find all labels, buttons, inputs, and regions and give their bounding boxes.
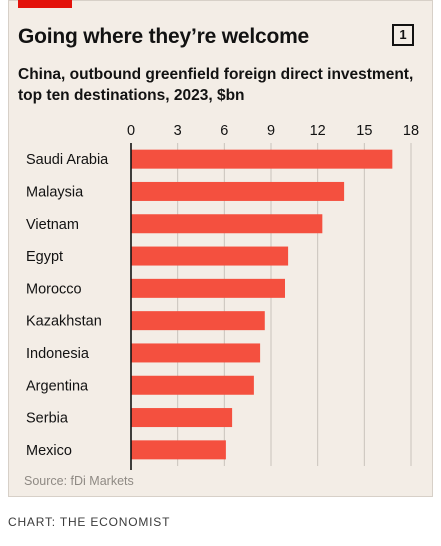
category-label: Malaysia xyxy=(26,184,84,200)
chart-credit: CHART: THE ECONOMIST xyxy=(8,515,171,529)
x-tick-label: 15 xyxy=(356,123,372,139)
category-label: Kazakhstan xyxy=(26,314,102,330)
bar xyxy=(131,181,345,201)
chart-title: Going where they’re welcome xyxy=(18,25,310,48)
bar xyxy=(131,149,393,169)
category-label: Egypt xyxy=(26,249,63,265)
bar xyxy=(131,246,289,266)
accent-bar xyxy=(18,0,72,8)
category-label: Mexico xyxy=(26,443,72,459)
x-tick-label: 6 xyxy=(220,123,228,139)
category-label: Morocco xyxy=(26,281,82,297)
chart-subtitle: China, outbound greenfield foreign direc… xyxy=(18,66,414,104)
source-note: Source: fDi Markets xyxy=(24,474,134,488)
bar xyxy=(131,375,254,395)
x-tick-label: 9 xyxy=(267,123,275,139)
bar xyxy=(131,440,226,460)
bar xyxy=(131,343,261,363)
category-label: Indonesia xyxy=(26,346,90,362)
bar xyxy=(131,214,323,234)
bar-chart: 0 3 6 9 12 15 18 Saudi Arabia Malaysia Vietnam Egy… xyxy=(26,123,419,470)
bar xyxy=(131,408,233,428)
bar xyxy=(131,311,265,331)
bar xyxy=(131,278,285,298)
x-tick-label: 0 xyxy=(127,123,135,139)
x-tick-label: 3 xyxy=(174,123,182,139)
category-label: Serbia xyxy=(26,411,69,427)
chart-number-badge: 1 xyxy=(392,24,414,46)
category-label: Vietnam xyxy=(26,217,79,233)
category-label: Saudi Arabia xyxy=(26,152,109,168)
category-label: Argentina xyxy=(26,378,89,394)
x-tick-label: 18 xyxy=(403,123,419,139)
x-tick-label: 12 xyxy=(310,123,326,139)
